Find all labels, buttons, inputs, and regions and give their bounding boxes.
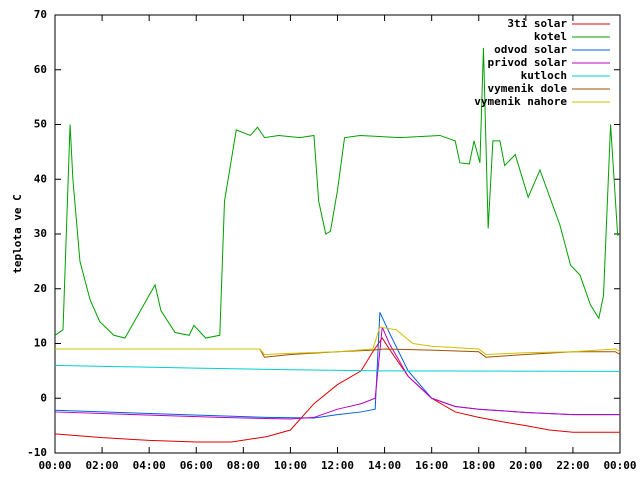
- y-axis-label: teplota ve C: [11, 194, 24, 273]
- y-tick-label: 30: [34, 227, 47, 240]
- y-tick-label: 20: [34, 282, 47, 295]
- x-tick-label: 04:00: [133, 459, 166, 472]
- y-tick-label: 10: [34, 337, 47, 350]
- y-tick-label: 40: [34, 172, 47, 185]
- y-tick-label: -10: [27, 446, 47, 459]
- x-tick-label: 06:00: [180, 459, 213, 472]
- x-tick-label: 00:00: [38, 459, 71, 472]
- x-tick-label: 22:00: [556, 459, 589, 472]
- series-line: [54, 337, 620, 443]
- y-tick-label: 50: [34, 118, 47, 131]
- legend-label: 3ti solar: [507, 17, 567, 30]
- legend-label: kotel: [534, 30, 567, 43]
- x-tick-label: 02:00: [86, 459, 119, 472]
- legend-label: kutloch: [521, 69, 567, 82]
- series-line: [54, 364, 621, 372]
- y-tick-label: 70: [34, 8, 47, 21]
- series-line: [54, 326, 620, 420]
- legend-label: vymenik nahore: [474, 95, 567, 108]
- x-tick-label: 00:00: [603, 459, 636, 472]
- x-tick-label: 14:00: [368, 459, 401, 472]
- y-tick-label: 60: [34, 63, 47, 76]
- x-tick-label: 18:00: [462, 459, 495, 472]
- series-line: [55, 326, 621, 355]
- x-tick-label: 08:00: [227, 459, 260, 472]
- series-line: [54, 47, 621, 339]
- y-tick-label: 0: [40, 391, 47, 404]
- x-tick-label: 10:00: [274, 459, 307, 472]
- x-tick-label: 12:00: [321, 459, 354, 472]
- legend-label: privod solar: [488, 56, 568, 69]
- legend-label: odvod solar: [494, 43, 567, 56]
- x-tick-label: 16:00: [415, 459, 448, 472]
- x-tick-label: 20:00: [509, 459, 542, 472]
- legend-label: vymenik dole: [488, 82, 568, 95]
